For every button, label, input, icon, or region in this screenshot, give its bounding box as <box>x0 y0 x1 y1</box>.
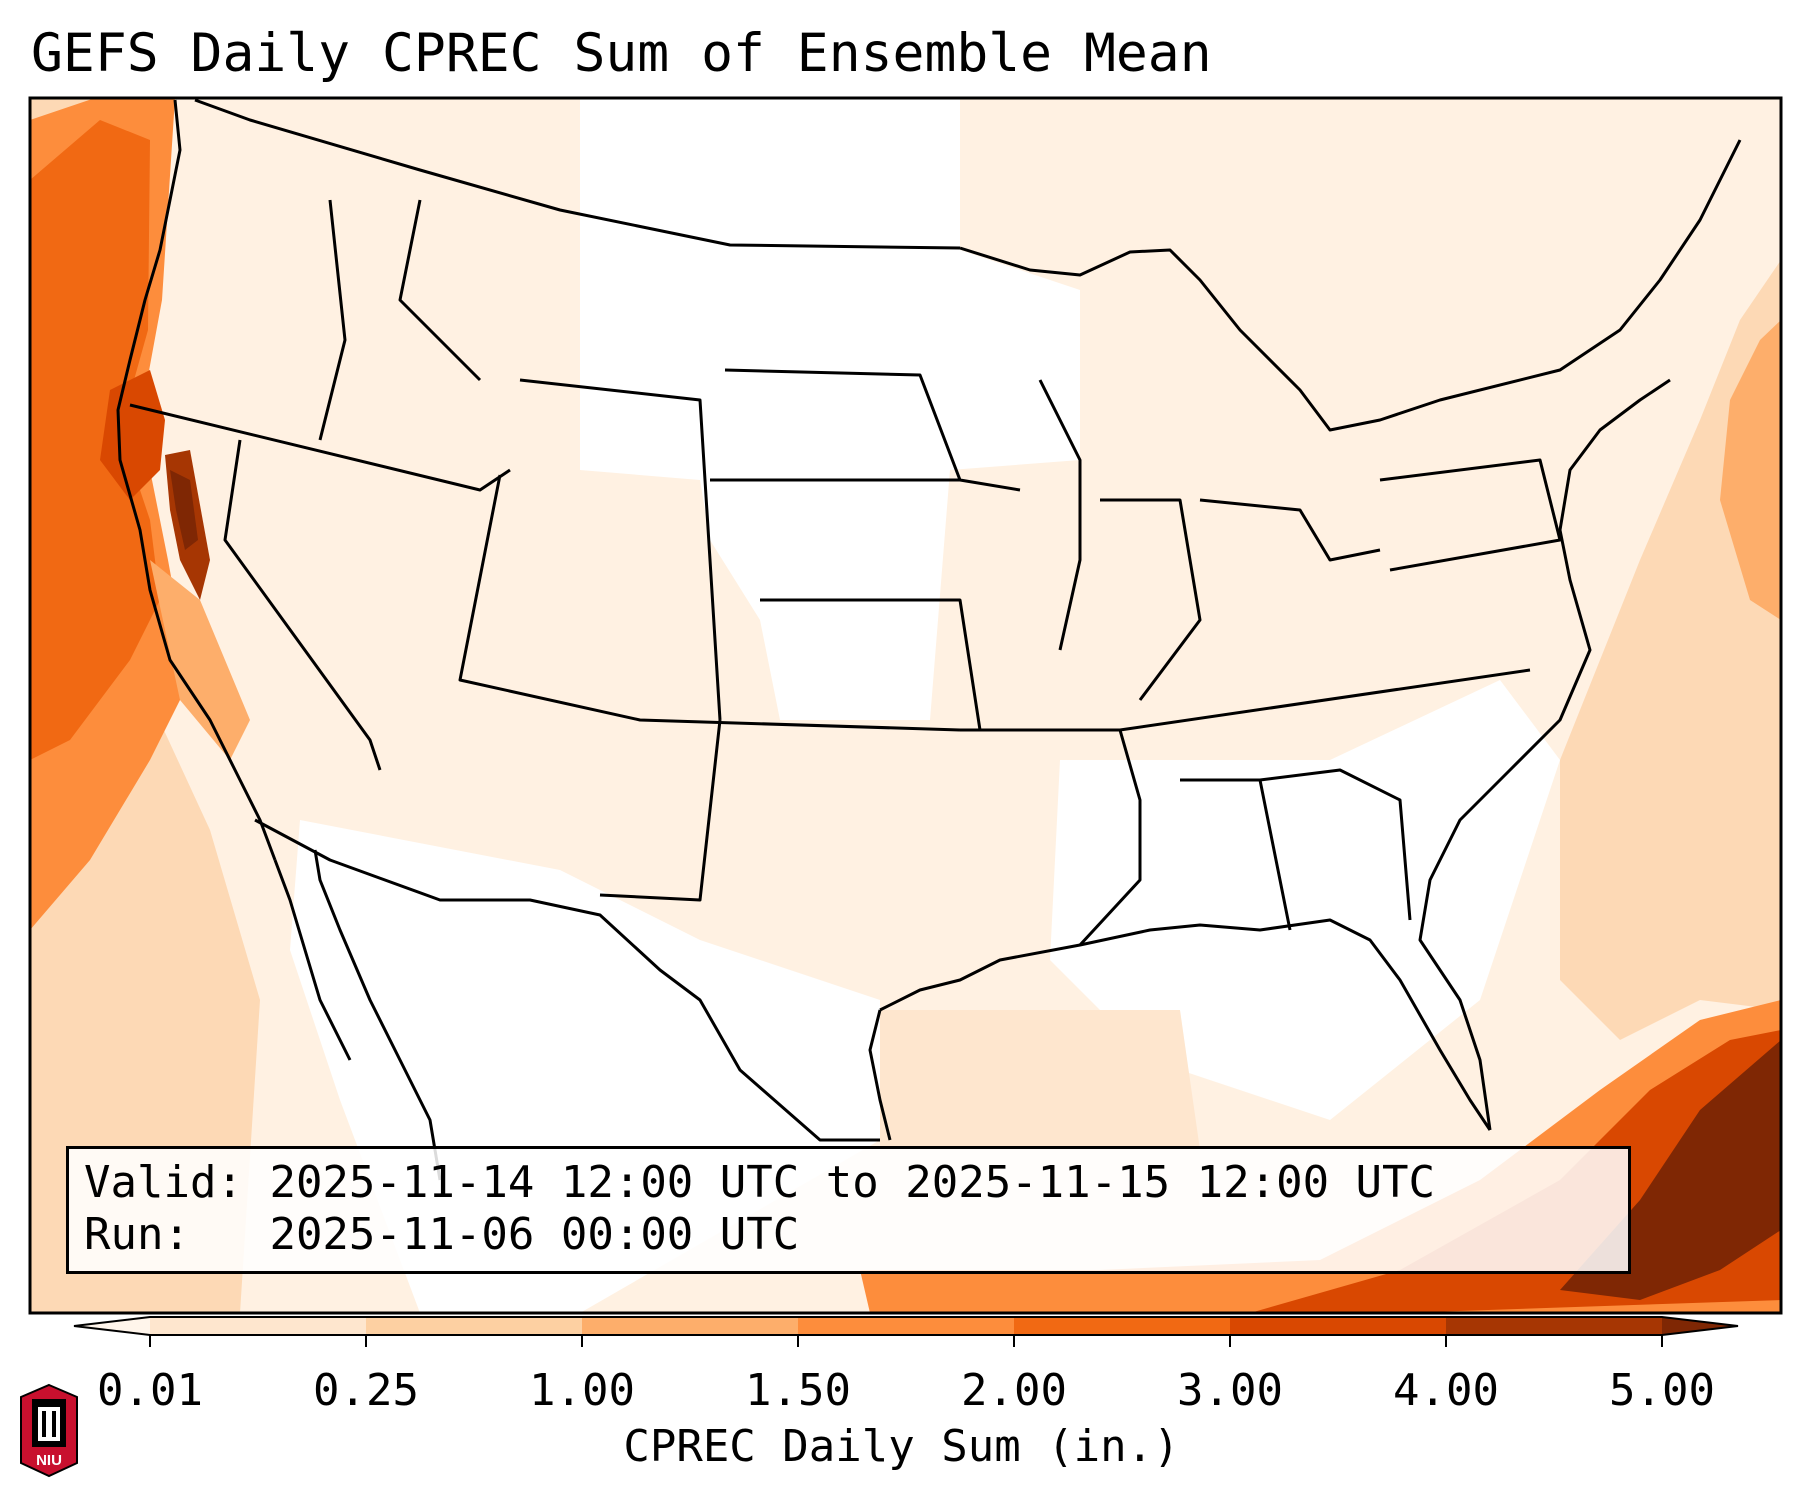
colorbar <box>73 1316 1739 1336</box>
gulf-coastline <box>879 918 1492 1131</box>
state-border-10 <box>1119 668 1531 732</box>
colorbar-segment <box>1230 1317 1447 1335</box>
colorbar-segment <box>582 1317 799 1335</box>
colorbar-tick-label: 1.50 <box>745 1365 851 1416</box>
state-border-4 <box>398 199 482 382</box>
state-border-2 <box>223 439 382 771</box>
colorbar-segment <box>1446 1317 1663 1335</box>
colorbar-segment <box>798 1317 1015 1335</box>
valid-time-line: Valid: 2025-11-14 12:00 UTC to 2025-11-1… <box>84 1157 1435 1209</box>
canada-border <box>194 98 961 250</box>
niu-logo: NIU <box>20 1383 78 1478</box>
colorbar-tick-label: 1.00 <box>529 1365 635 1416</box>
run-value: 2025-11-06 00:00 UTC <box>269 1209 800 1260</box>
plains-dry-area <box>580 98 1080 720</box>
coast-band-mid <box>150 560 250 760</box>
state-border-17 <box>318 199 347 441</box>
logo-text: NIU <box>36 1452 62 1469</box>
valid-info-box: Valid: 2025-11-14 12:00 UTC to 2025-11-1… <box>66 1146 1631 1274</box>
colorbar-tick-label: 0.01 <box>97 1365 203 1416</box>
gulf-precip-light <box>880 1010 1200 1150</box>
texas-coast <box>868 1009 892 1141</box>
map-title: GEFS Daily CPREC Sum of Ensemble Mean <box>31 23 1212 84</box>
run-label: Run: <box>84 1209 190 1260</box>
colorbar-tick-label: 3.00 <box>1177 1365 1283 1416</box>
state-border-8 <box>599 719 722 902</box>
baja-coastline <box>273 849 442 1181</box>
state-border-3 <box>458 474 961 732</box>
colorbar-segment <box>1014 1317 1231 1335</box>
mexico-border <box>254 818 880 1142</box>
state-border-7 <box>760 598 982 731</box>
valid-label: Valid: <box>84 1157 243 1208</box>
state-border-11 <box>1100 498 1202 701</box>
state-border-5 <box>724 368 1021 492</box>
colorbar-tick-label: 2.00 <box>961 1365 1067 1416</box>
colorbar-segment <box>366 1317 583 1335</box>
coast-precip-core <box>100 370 165 500</box>
valid-value: 2025-11-14 12:00 UTC to 2025-11-15 12:00… <box>269 1157 1436 1208</box>
state-border-16 <box>1379 458 1562 572</box>
run-time-line: Run: 2025-11-06 00:00 UTC <box>84 1209 799 1261</box>
colorbar-tick-label: 0.25 <box>313 1365 419 1416</box>
colorbar-extend-high <box>1662 1317 1738 1335</box>
colorbar-segment <box>150 1317 367 1335</box>
colorbar-tick-label: 4.00 <box>1393 1365 1499 1416</box>
state-border-14 <box>1259 768 1412 921</box>
state-border-9 <box>960 728 1142 947</box>
colorbar-label: CPREC Daily Sum (in.) <box>623 1421 1180 1472</box>
colorbar-extend-low <box>74 1317 150 1335</box>
sierra-precip-peak <box>170 470 198 550</box>
state-border-18 <box>519 378 722 721</box>
west-coastline <box>116 99 277 861</box>
pacific-precip-core <box>30 120 160 760</box>
atlantic-precip-edge <box>1720 320 1781 620</box>
east-coastline <box>1418 378 1671 1131</box>
state-border-12 <box>1199 498 1381 562</box>
state-border-15 <box>1038 379 1082 651</box>
great-lakes-border <box>959 139 1742 432</box>
colorbar-tick-label: 5.00 <box>1609 1365 1715 1416</box>
map-frame <box>28 96 1783 1315</box>
colorbar-ticks <box>149 1335 1663 1347</box>
